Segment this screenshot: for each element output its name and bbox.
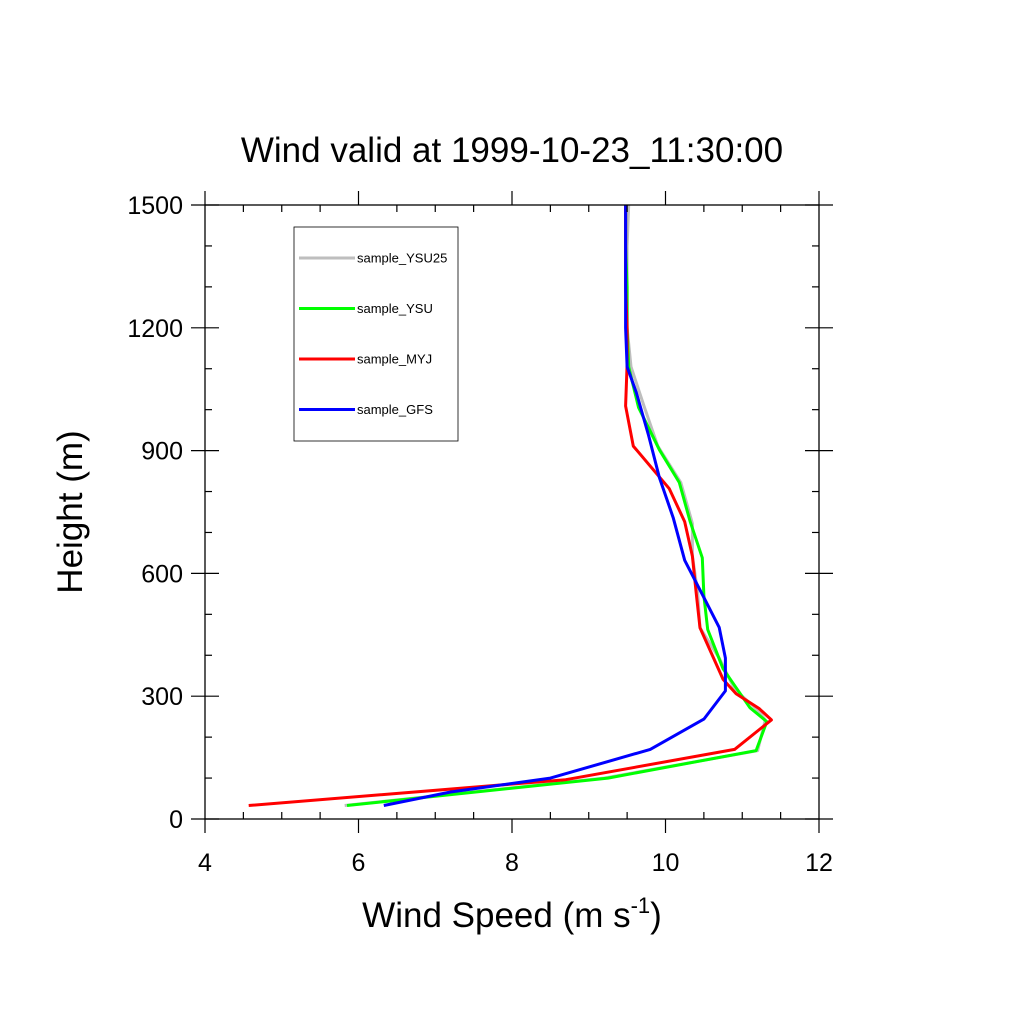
y-tick-label: 300	[141, 683, 183, 711]
x-tick-label: 8	[505, 849, 519, 877]
x-tick-label: 4	[198, 849, 212, 877]
plot-lines	[248, 204, 773, 807]
legend-label: sample_YSU	[357, 301, 433, 316]
y-tick-label: 0	[169, 806, 183, 834]
x-tick-label: 10	[652, 849, 680, 877]
legend-label: sample_YSU25	[357, 251, 447, 266]
legend: sample_YSU25 sample_YSU sample_MYJ sample_G…	[293, 226, 459, 442]
y-tick-label: 1200	[127, 315, 183, 343]
x-axis-label-main: Wind Speed (m s	[362, 896, 630, 935]
x-axis-label-end: )	[650, 896, 662, 935]
series-line-sample-gfs	[383, 205, 727, 807]
legend-items: sample_YSU25 sample_YSU sample_MYJ sample_G…	[299, 251, 447, 417]
chart-title: Wind valid at 1999-10-23_11:30:00	[241, 131, 783, 170]
y-tick-label: 1500	[127, 192, 183, 220]
axis-ticks: 4 6 8 10 12 0 300 600 900 1200 1500	[127, 191, 833, 877]
x-axis-label-superscript: -1	[631, 893, 651, 918]
x-tick-label: 6	[352, 849, 366, 877]
y-axis-label: Height (m)	[51, 430, 90, 593]
y-tick-label: 600	[141, 560, 183, 588]
legend-label: sample_GFS	[357, 402, 433, 417]
legend-box	[293, 226, 459, 442]
y-tick-label: 900	[141, 438, 183, 466]
legend-label: sample_MYJ	[357, 352, 432, 367]
x-tick-label: 12	[805, 849, 833, 877]
x-axis-label: Wind Speed (m s-1)	[362, 893, 662, 935]
